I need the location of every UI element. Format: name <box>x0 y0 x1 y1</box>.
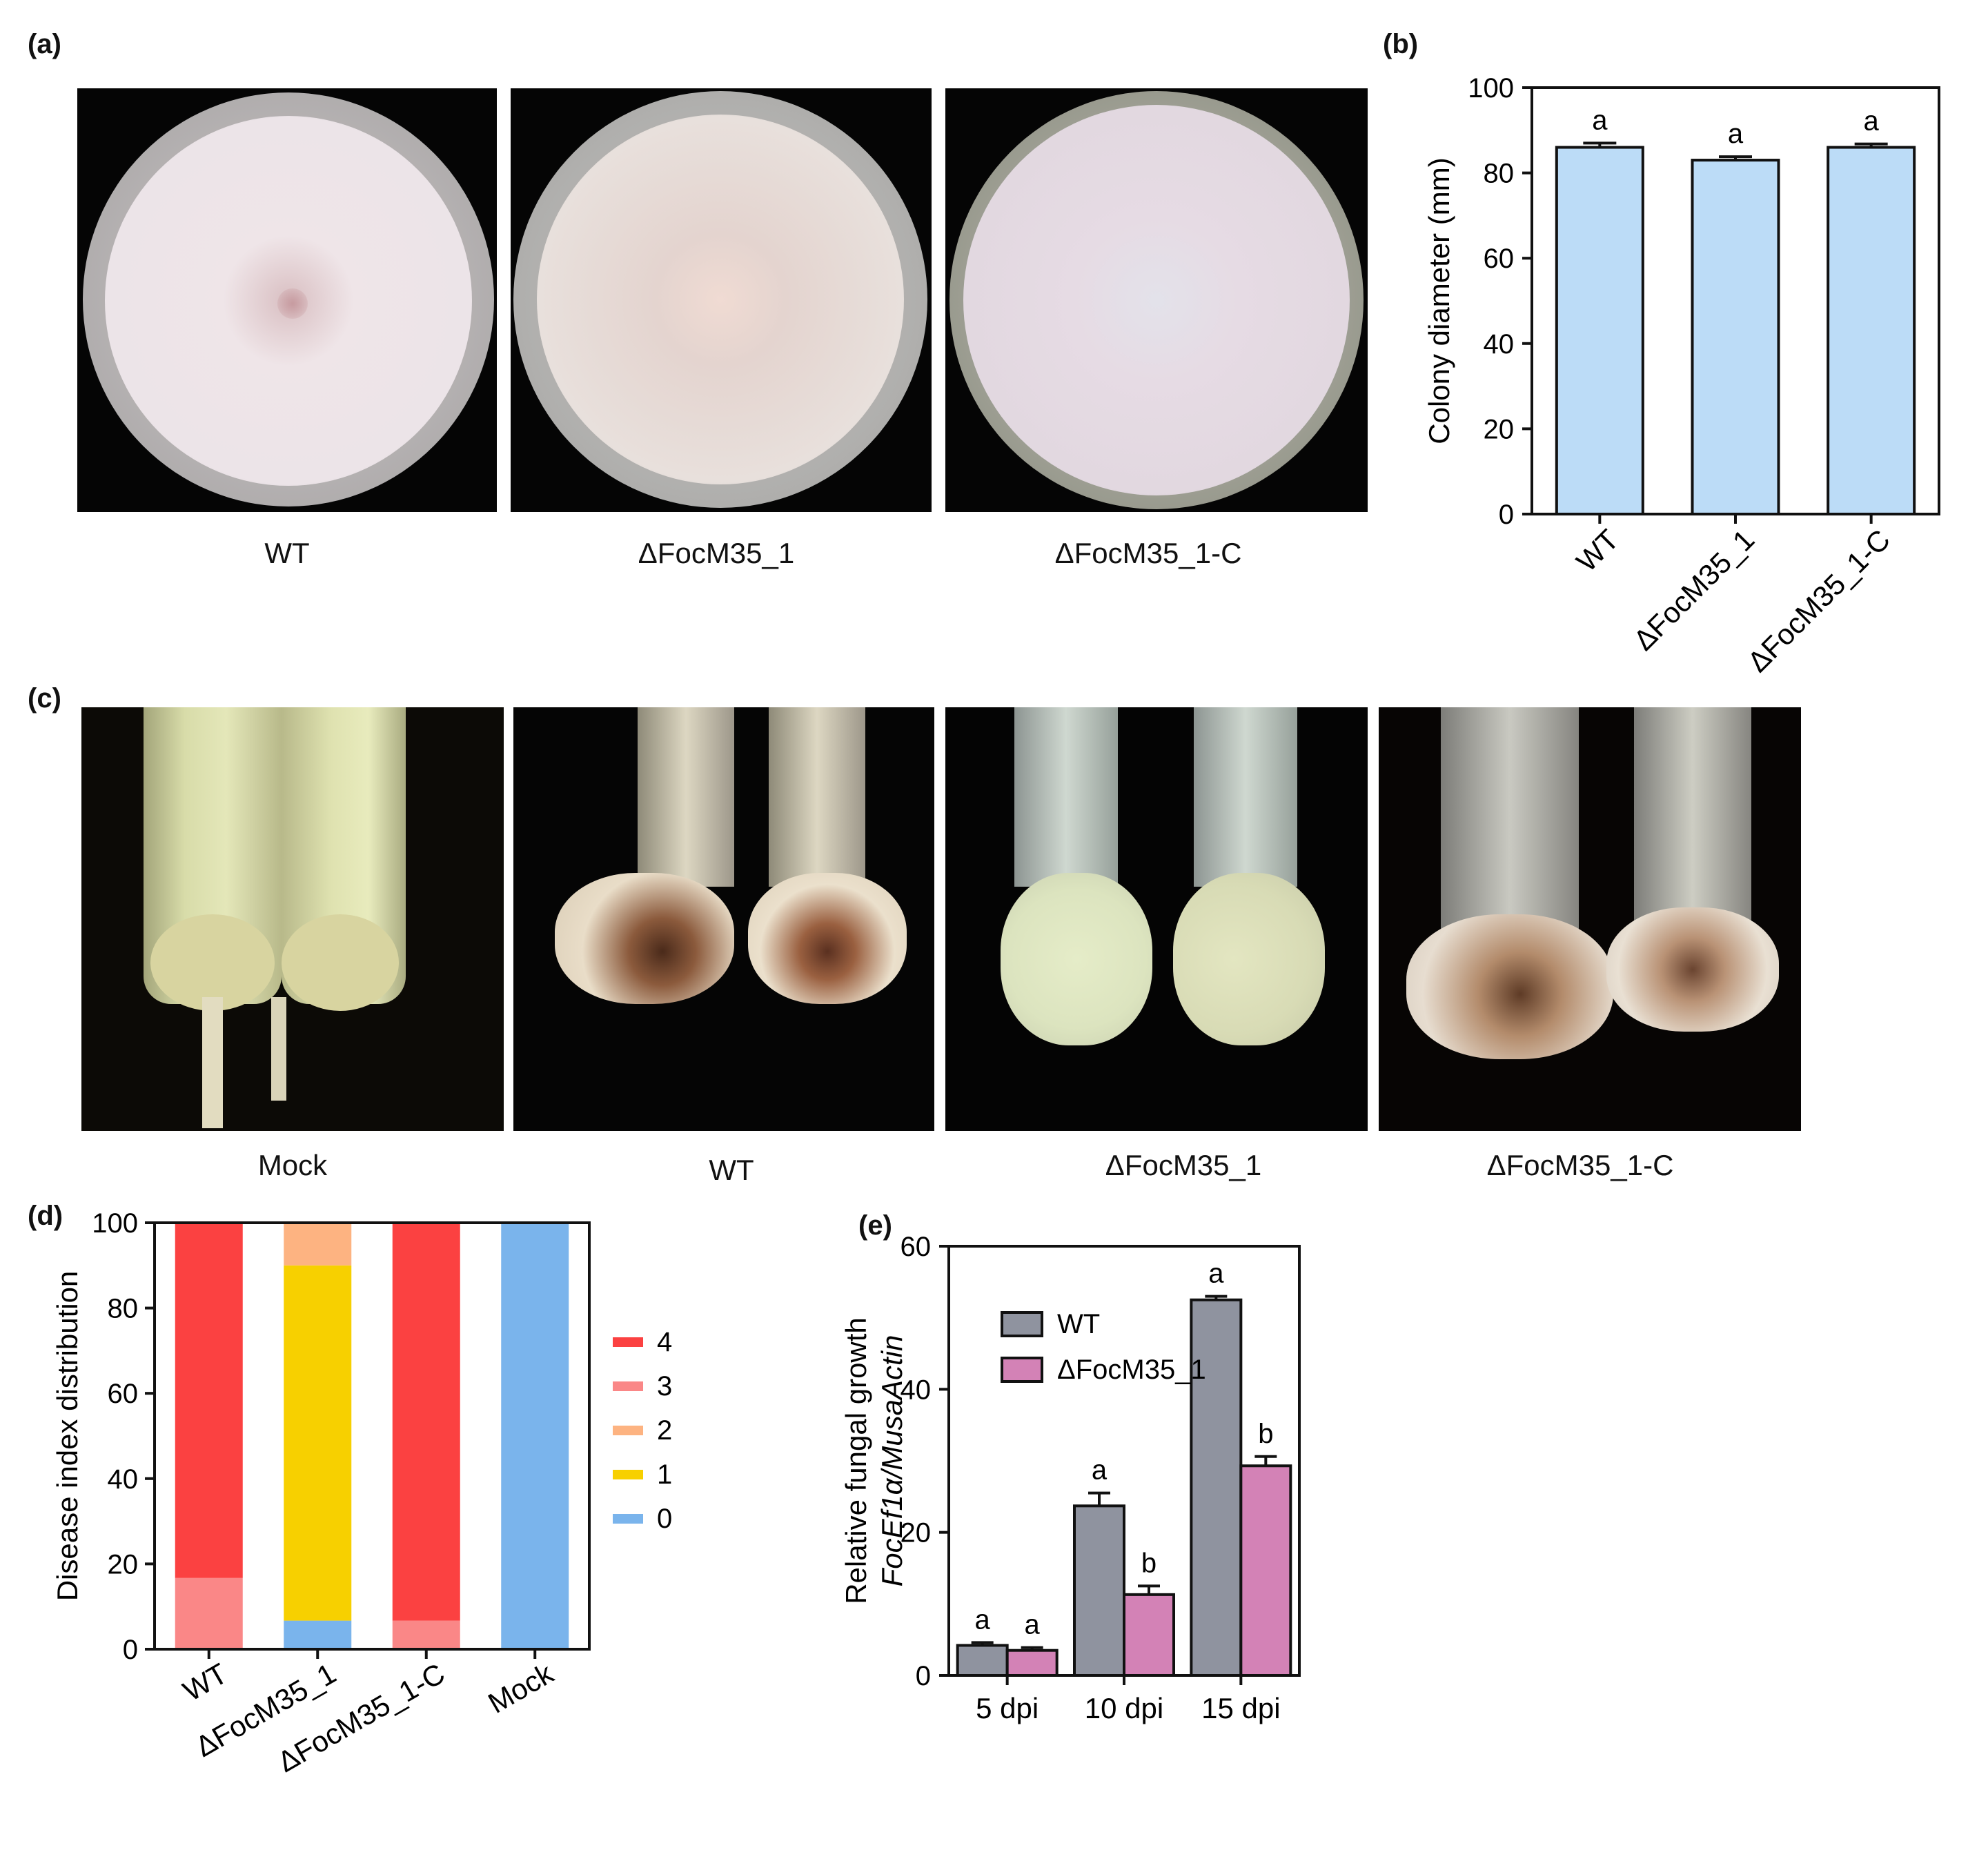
significance-label: a <box>1208 1259 1224 1289</box>
stacked-bar-segment <box>501 1223 569 1649</box>
significance-label: a <box>1728 119 1744 149</box>
bar <box>1691 159 1780 515</box>
y-tick-label: 40 <box>900 1375 932 1405</box>
corm-photo-mock <box>81 707 504 1131</box>
legend-swatch <box>613 1337 643 1347</box>
y-tick-label: 20 <box>900 1518 932 1548</box>
caption-a-wt: WT <box>264 537 310 569</box>
legend-label: ΔFocM35_1 <box>1057 1355 1206 1385</box>
caption-c-wt: WT <box>709 1154 754 1186</box>
legend-swatch <box>613 1470 643 1479</box>
corm-photo-mutant <box>945 707 1368 1131</box>
x-tick-label: ΔFocM35_1 <box>1627 523 1760 656</box>
bar <box>1827 146 1916 515</box>
panel-label-e: (e) <box>858 1210 892 1241</box>
significance-label: b <box>1141 1548 1157 1578</box>
legend-label: 0 <box>657 1504 672 1534</box>
y-tick-label: 0 <box>1499 500 1514 530</box>
y-axis-label-line2: FocEf1α/MusaActin <box>876 1335 908 1587</box>
y-tick-label: 20 <box>1484 414 1515 444</box>
x-tick-label: 10 dpi <box>1085 1692 1163 1724</box>
corm-photo-wt <box>513 707 934 1131</box>
legend-swatch <box>1001 1311 1043 1337</box>
legend-swatch <box>613 1426 643 1435</box>
bar <box>956 1644 1009 1677</box>
stacked-bar-segment <box>175 1577 243 1649</box>
panel-label-a: (a) <box>28 29 61 59</box>
legend-swatch <box>1001 1357 1043 1383</box>
caption-c-complemented: ΔFocM35_1-C <box>1486 1149 1674 1181</box>
x-tick-label: ΔFocM35_1-C <box>1741 523 1896 678</box>
significance-label: b <box>1258 1419 1273 1449</box>
significance-label: a <box>1592 105 1608 135</box>
y-axis-label-line1: Relative fungal growth <box>840 1317 872 1604</box>
x-tick-label: WT <box>177 1657 233 1707</box>
y-tick-label: 60 <box>900 1232 932 1262</box>
significance-label: a <box>1092 1455 1108 1486</box>
significance-label: a <box>1025 1610 1041 1640</box>
panel-label-b: (b) <box>1383 29 1419 59</box>
petri-dish-photo-complemented <box>945 88 1368 512</box>
stacked-bar-segment <box>284 1265 352 1621</box>
plot-frame <box>153 1221 591 1651</box>
y-tick-label: 60 <box>1484 244 1515 274</box>
y-axis-label: Colony diameter (mm) <box>1423 157 1455 444</box>
y-tick-label: 20 <box>108 1549 139 1580</box>
stacked-bar-segment <box>392 1223 460 1621</box>
legend-label: 4 <box>657 1327 672 1357</box>
panel-label-c: (c) <box>28 683 61 714</box>
stacked-bar-segment <box>284 1620 352 1649</box>
caption-c-mock: Mock <box>257 1149 328 1181</box>
significance-label: a <box>975 1604 991 1635</box>
stacked-bar-segment <box>175 1223 243 1578</box>
legend-label: WT <box>1057 1309 1100 1339</box>
bar <box>1123 1593 1175 1677</box>
legend-swatch <box>613 1381 643 1391</box>
y-tick-label: 80 <box>108 1294 139 1324</box>
y-tick-label: 40 <box>1484 329 1515 360</box>
legend-label: 3 <box>657 1371 672 1401</box>
bar <box>1555 146 1644 515</box>
legend-swatch <box>613 1514 643 1524</box>
legend-label: 1 <box>657 1459 672 1490</box>
y-tick-label: 100 <box>1468 73 1514 104</box>
stacked-bar-segment <box>392 1620 460 1649</box>
panel-label-d: (d) <box>28 1201 63 1231</box>
significance-label: a <box>1864 106 1880 137</box>
x-tick-label: 15 dpi <box>1201 1692 1280 1724</box>
x-tick-label: 5 dpi <box>976 1692 1039 1724</box>
bar <box>1239 1464 1292 1677</box>
y-axis-label: Disease index distribution <box>51 1271 83 1602</box>
caption-a-complemented: ΔFocM35_1-C <box>1054 537 1242 569</box>
petri-dish-photo-wt <box>77 88 497 512</box>
legend-label: 2 <box>657 1415 672 1446</box>
y-tick-label: 0 <box>123 1635 138 1665</box>
bar <box>1190 1298 1243 1677</box>
y-tick-label: 60 <box>108 1379 139 1409</box>
corm-photo-complemented <box>1379 707 1801 1131</box>
caption-c-mutant: ΔFocM35_1 <box>1105 1149 1262 1181</box>
x-tick-label: WT <box>1570 523 1624 578</box>
y-tick-label: 0 <box>916 1661 931 1691</box>
petri-dish-photo-mutant <box>511 88 932 512</box>
x-tick-label: Mock <box>482 1657 559 1720</box>
y-tick-label: 40 <box>108 1464 139 1495</box>
chart-fungal-growth: 0 20 40 60 Relative fungal growth FocEf1α/Mus… <box>840 1232 1301 1724</box>
stacked-bar-segment <box>284 1223 352 1266</box>
caption-a-mutant: ΔFocM35_1 <box>638 537 795 569</box>
y-tick-label: 80 <box>1484 159 1515 189</box>
bar <box>1005 1649 1059 1677</box>
chart-colony-diameter: 0 20 40 60 80 100 Colony diameter (mm) a WT a ΔFoc… <box>1423 73 1940 678</box>
y-tick-label: 100 <box>92 1208 138 1239</box>
bar <box>1073 1504 1125 1677</box>
